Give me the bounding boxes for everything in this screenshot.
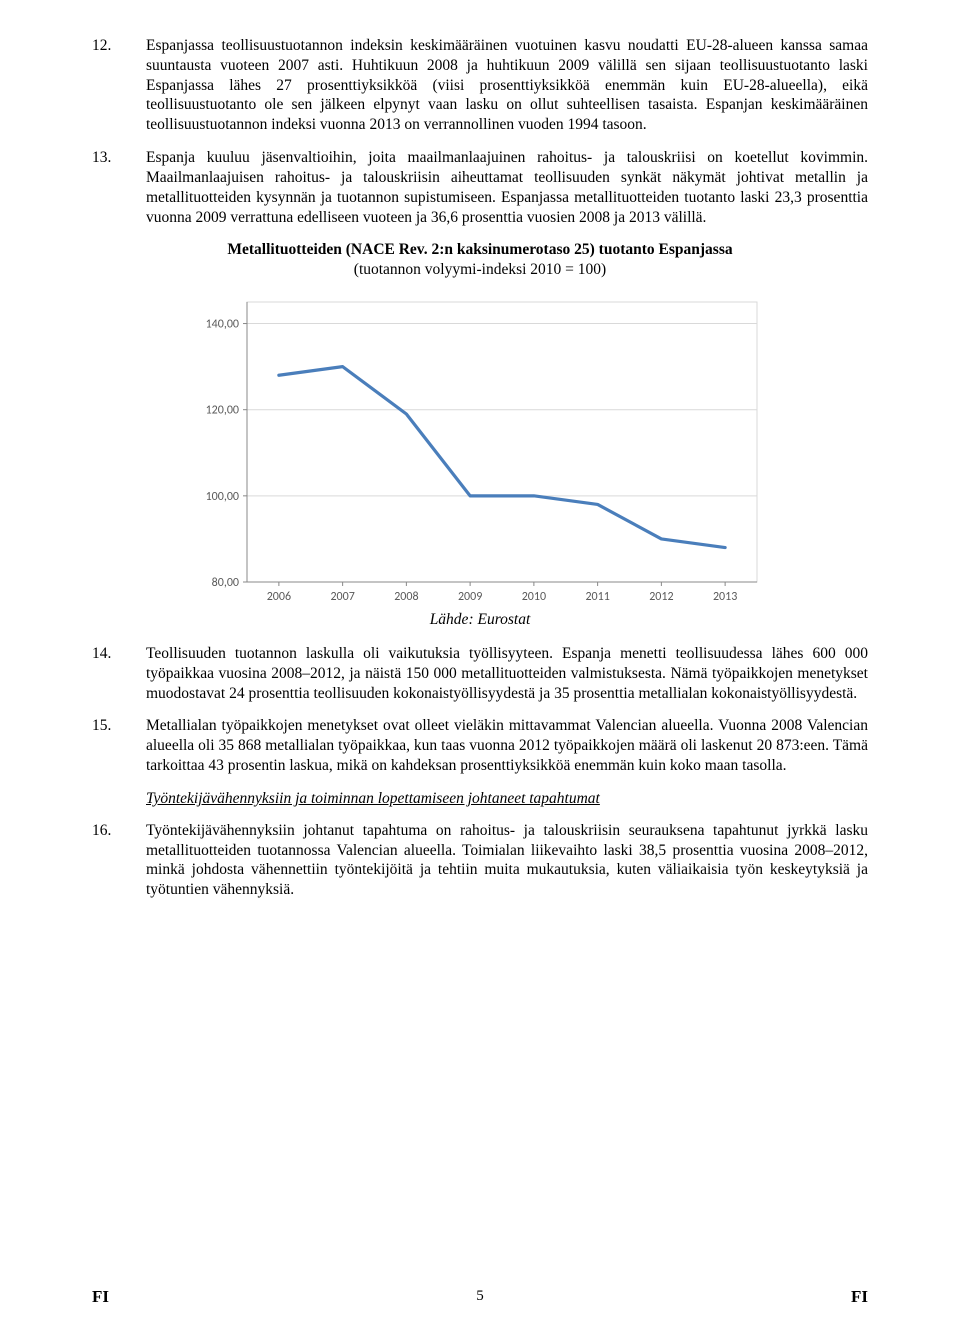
svg-text:100,00: 100,00 bbox=[206, 490, 239, 504]
svg-text:140,00: 140,00 bbox=[206, 318, 239, 332]
page-footer: FI 5 FI bbox=[0, 1286, 960, 1308]
chart-title-line1: Metallituotteiden (NACE Rev. 2:n kaksinu… bbox=[92, 240, 868, 260]
page-number: 5 bbox=[476, 1287, 484, 1306]
svg-text:2013: 2013 bbox=[713, 590, 737, 604]
para-number: 16. bbox=[92, 821, 146, 900]
svg-text:2011: 2011 bbox=[585, 590, 609, 604]
section-heading: Työntekijävähennyksiin ja toiminnan lope… bbox=[146, 789, 868, 809]
para-number: 14. bbox=[92, 644, 146, 703]
para-number: 12. bbox=[92, 36, 146, 135]
svg-text:80,00: 80,00 bbox=[212, 576, 239, 590]
paragraph-13: 13. Espanja kuuluu jäsenvaltioihin, joit… bbox=[92, 148, 868, 227]
svg-text:2009: 2009 bbox=[458, 590, 482, 604]
para-number: 15. bbox=[92, 716, 146, 775]
para-text: Työntekijävähennyksiin johtanut tapahtum… bbox=[146, 821, 868, 900]
footer-right: FI bbox=[851, 1286, 868, 1308]
svg-text:2008: 2008 bbox=[394, 590, 418, 604]
svg-text:2006: 2006 bbox=[267, 590, 291, 604]
para-text: Metallialan työpaikkojen menetykset ovat… bbox=[146, 716, 868, 775]
paragraph-14: 14. Teollisuuden tuotannon laskulla oli … bbox=[92, 644, 868, 703]
production-index-line-chart: 80,00 100,00 120,00 140,00 2006 2007 2008 2009 2… bbox=[185, 288, 775, 608]
svg-text:120,00: 120,00 bbox=[206, 404, 239, 418]
svg-text:2012: 2012 bbox=[649, 590, 673, 604]
para-number: 13. bbox=[92, 148, 146, 227]
para-text: Teollisuuden tuotannon laskulla oli vaik… bbox=[146, 644, 868, 703]
chart-title-block: Metallituotteiden (NACE Rev. 2:n kaksinu… bbox=[92, 240, 868, 280]
paragraph-12: 12. Espanjassa teollisuustuotannon indek… bbox=[92, 36, 868, 135]
paragraph-16: 16. Työntekijävähennyksiin johtanut tapa… bbox=[92, 821, 868, 900]
paragraph-15: 15. Metallialan työpaikkojen menetykset … bbox=[92, 716, 868, 775]
chart-source: Lähde: Eurostat bbox=[92, 610, 868, 630]
chart-container: 80,00 100,00 120,00 140,00 2006 2007 2008 2009 2… bbox=[92, 288, 868, 608]
chart-title-line2: (tuotannon volyymi-indeksi 2010 = 100) bbox=[92, 260, 868, 280]
para-text: Espanjassa teollisuustuotannon indeksin … bbox=[146, 36, 868, 135]
para-text: Espanja kuuluu jäsenvaltioihin, joita ma… bbox=[146, 148, 868, 227]
svg-text:2007: 2007 bbox=[330, 590, 354, 604]
svg-text:2010: 2010 bbox=[522, 590, 546, 604]
footer-left: FI bbox=[92, 1286, 109, 1308]
